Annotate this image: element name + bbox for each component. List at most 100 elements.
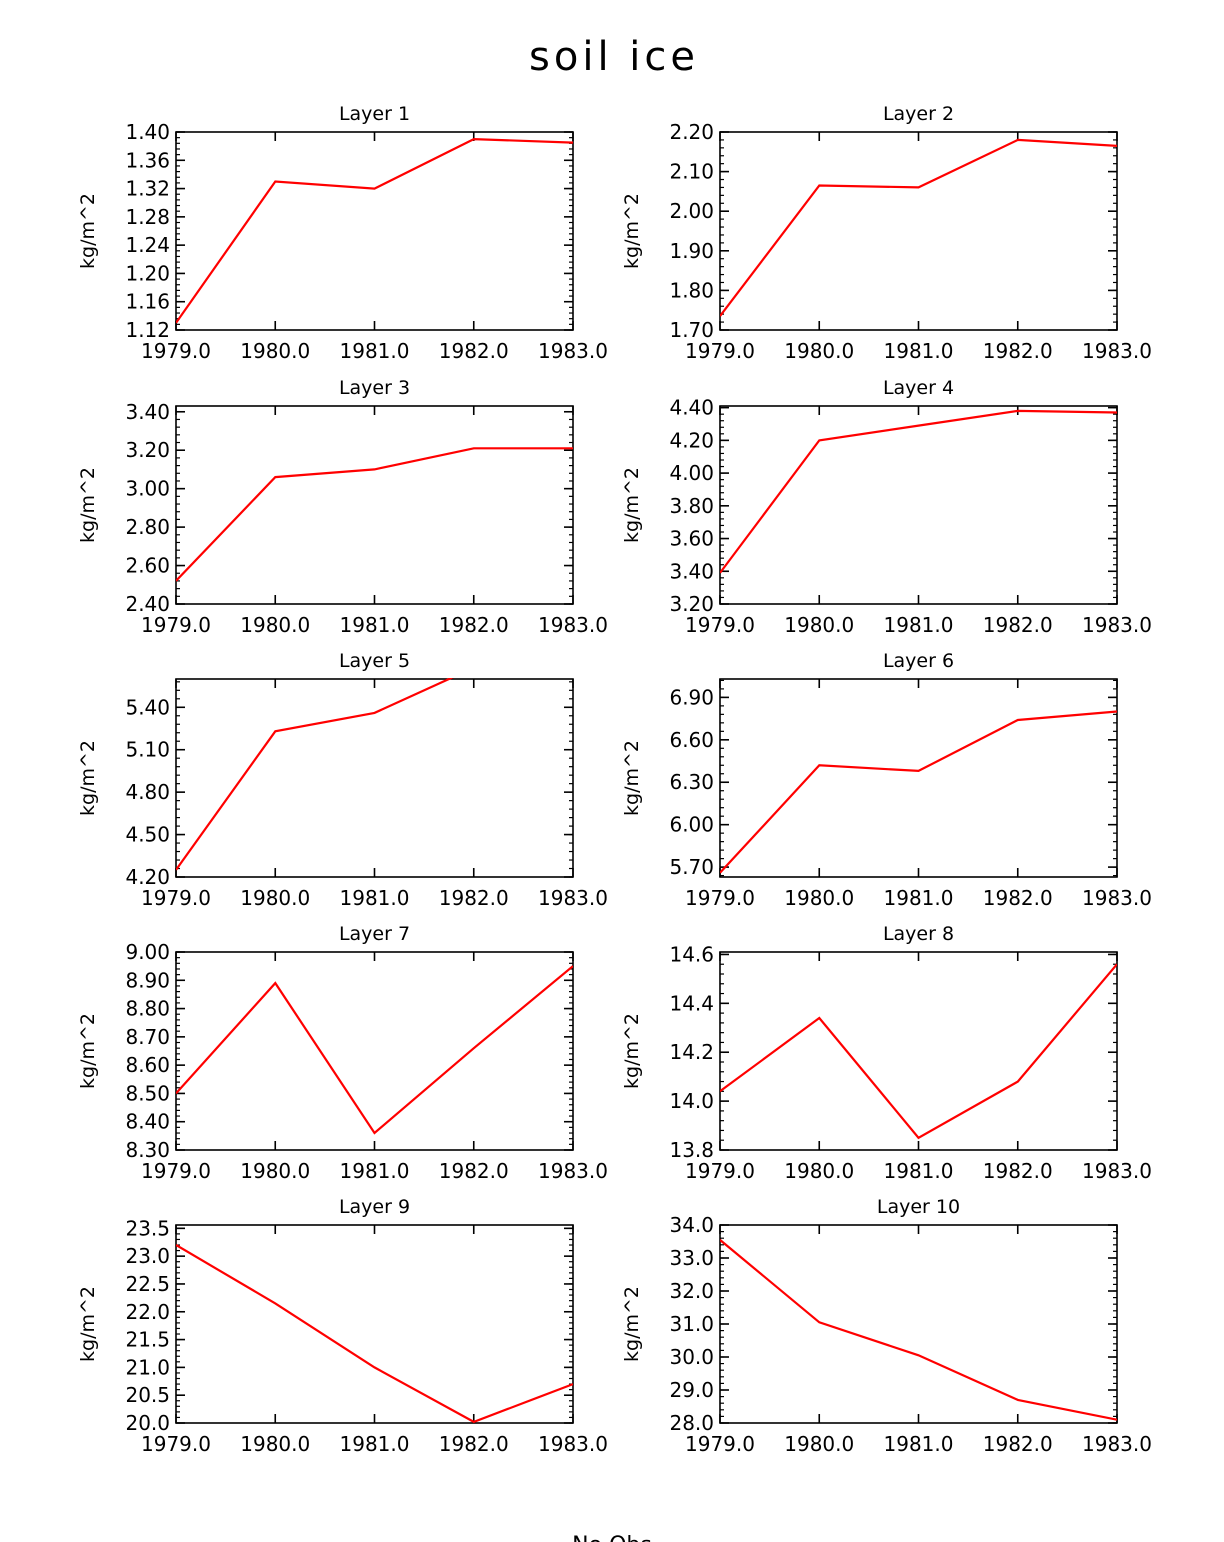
panel-title: Layer 3 — [339, 377, 410, 399]
x-tick-label: 1982.0 — [439, 613, 509, 637]
series-line — [176, 1244, 573, 1424]
x-tick-label: 1981.0 — [884, 339, 954, 363]
y-tick-label: 3.20 — [125, 438, 170, 462]
x-tick-label: 1982.0 — [439, 886, 509, 910]
y-tick-label: 1.90 — [669, 239, 714, 263]
y-tick-label: 1.40 — [125, 120, 170, 144]
y-axis-label: kg/m^2 — [77, 1013, 99, 1089]
panel-title: Layer 9 — [339, 1196, 410, 1218]
y-tick-label: 2.40 — [125, 592, 170, 616]
y-tick-label: 29.0 — [669, 1378, 714, 1402]
x-tick-label: 1983.0 — [538, 613, 608, 637]
panel-title: Layer 2 — [883, 103, 954, 125]
panel-layer-4: Layer 4 kg/m^2 1979.0 1980.0 1981.0 1982.0 198… — [621, 377, 1152, 637]
panel-layer-7: Layer 7 kg/m^2 1979.0 1980.0 1981.0 1982.0 198… — [77, 923, 608, 1183]
x-tick-label: 1981.0 — [340, 613, 410, 637]
y-tick-label: 1.16 — [125, 290, 170, 314]
x-tick-label: 1979.0 — [141, 886, 211, 910]
panel-grid: Layer 1 kg/m^2 1979.0 1980.0 1981.0 1982.0 198… — [77, 103, 1152, 1456]
y-axis-label: kg/m^2 — [77, 193, 99, 269]
y-tick-label: 14.0 — [669, 1089, 714, 1113]
y-tick-label: 8.50 — [125, 1081, 170, 1105]
y-tick-label: 33.0 — [669, 1246, 714, 1270]
series-line — [720, 1239, 1117, 1421]
series-line — [176, 137, 573, 324]
x-tick-label: 1979.0 — [685, 339, 755, 363]
y-tick-label: 3.00 — [125, 477, 170, 501]
series-line — [720, 409, 1117, 574]
x-tick-label: 1983.0 — [1082, 613, 1152, 637]
x-tick-label: 1983.0 — [538, 886, 608, 910]
x-tick-label: 1982.0 — [439, 1159, 509, 1183]
x-tick-label: 1981.0 — [340, 1159, 410, 1183]
panel-title: Layer 4 — [883, 377, 954, 399]
x-tick-label: 1979.0 — [685, 1159, 755, 1183]
y-tick-label: 8.30 — [125, 1138, 170, 1162]
x-tick-label: 1980.0 — [240, 1432, 310, 1456]
x-tick-label: 1979.0 — [685, 1432, 755, 1456]
panel-layer-10: Layer 10 kg/m^2 1979.0 1980.0 1981.0 1982.0 19… — [621, 1196, 1152, 1456]
x-tick-label: 1980.0 — [240, 1159, 310, 1183]
x-tick-label: 1983.0 — [1082, 886, 1152, 910]
y-tick-label: 32.0 — [669, 1279, 714, 1303]
y-tick-label: 1.28 — [125, 205, 170, 229]
x-tick-label: 1982.0 — [439, 339, 509, 363]
y-tick-label: 8.70 — [125, 1025, 170, 1049]
x-tick-label: 1983.0 — [538, 339, 608, 363]
y-tick-label: 8.80 — [125, 997, 170, 1021]
x-tick-label: 1981.0 — [884, 886, 954, 910]
y-tick-label: 5.40 — [125, 695, 170, 719]
x-tick-label: 1979.0 — [141, 613, 211, 637]
x-tick-label: 1981.0 — [884, 1159, 954, 1183]
panel-layer-2: Layer 2 kg/m^2 1979.0 1980.0 1981.0 1982.0 198… — [621, 103, 1152, 363]
series-line — [720, 963, 1117, 1140]
x-tick-label: 1981.0 — [340, 1432, 410, 1456]
y-tick-label: 6.00 — [669, 813, 714, 837]
panel-title: Layer 5 — [339, 650, 410, 672]
y-tick-label: 1.24 — [125, 233, 170, 257]
y-tick-label: 34.0 — [669, 1213, 714, 1237]
y-tick-label: 9.00 — [125, 940, 170, 964]
y-axis-label: kg/m^2 — [621, 740, 643, 816]
y-tick-label: 1.80 — [669, 278, 714, 302]
panel-layer-9: Layer 9 kg/m^2 1979.0 1980.0 1981.0 1982.0 198… — [77, 1196, 608, 1456]
y-tick-label: 2.00 — [669, 199, 714, 223]
series-line — [176, 965, 573, 1135]
y-axis-label: kg/m^2 — [77, 1286, 99, 1362]
y-tick-label: 28.0 — [669, 1411, 714, 1435]
x-tick-label: 1983.0 — [538, 1432, 608, 1456]
footer-label: No Obs — [572, 1533, 652, 1542]
x-tick-label: 1980.0 — [784, 339, 854, 363]
y-tick-label: 8.40 — [125, 1110, 170, 1134]
y-tick-label: 1.36 — [125, 148, 170, 172]
x-tick-label: 1981.0 — [884, 1432, 954, 1456]
y-tick-label: 14.2 — [669, 1040, 714, 1064]
x-tick-label: 1980.0 — [240, 613, 310, 637]
y-axis-label: kg/m^2 — [621, 467, 643, 543]
x-tick-label: 1982.0 — [983, 1432, 1053, 1456]
y-tick-label: 21.0 — [125, 1355, 170, 1379]
y-tick-label: 22.5 — [125, 1272, 170, 1296]
y-tick-label: 30.0 — [669, 1345, 714, 1369]
y-tick-label: 22.0 — [125, 1300, 170, 1324]
y-tick-label: 1.12 — [125, 318, 170, 342]
y-tick-label: 21.5 — [125, 1328, 170, 1352]
y-tick-label: 4.20 — [125, 865, 170, 889]
y-tick-label: 20.0 — [125, 1411, 170, 1435]
x-tick-label: 1979.0 — [141, 339, 211, 363]
x-tick-label: 1980.0 — [784, 1159, 854, 1183]
panel-layer-1: Layer 1 kg/m^2 1979.0 1980.0 1981.0 1982.0 198… — [77, 103, 608, 363]
series-line — [720, 710, 1117, 874]
y-tick-label: 2.10 — [669, 160, 714, 184]
y-tick-label: 4.80 — [125, 780, 170, 804]
panel-layer-8: Layer 8 kg/m^2 1979.0 1980.0 1981.0 1982.0 198… — [621, 923, 1152, 1183]
y-tick-label: 20.5 — [125, 1383, 170, 1407]
y-tick-label: 2.60 — [125, 554, 170, 578]
y-tick-label: 6.30 — [669, 770, 714, 794]
y-axis-label: kg/m^2 — [621, 193, 643, 269]
x-tick-label: 1979.0 — [685, 886, 755, 910]
x-tick-label: 1980.0 — [784, 613, 854, 637]
y-tick-label: 6.60 — [669, 728, 714, 752]
y-tick-label: 3.60 — [669, 527, 714, 551]
